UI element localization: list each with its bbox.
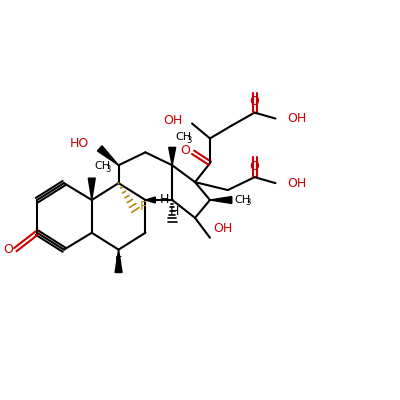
Text: F: F	[140, 200, 147, 214]
Text: OH: OH	[213, 222, 232, 235]
Text: H: H	[170, 206, 179, 218]
Text: CH: CH	[235, 195, 251, 205]
Text: CH: CH	[175, 132, 191, 142]
Text: F: F	[115, 255, 122, 268]
Polygon shape	[145, 197, 155, 203]
Polygon shape	[97, 146, 118, 165]
Polygon shape	[169, 147, 176, 165]
Text: OH: OH	[287, 112, 307, 125]
Polygon shape	[210, 196, 232, 204]
Text: CH: CH	[95, 161, 111, 171]
Text: OH: OH	[163, 114, 182, 127]
Polygon shape	[88, 178, 95, 200]
Text: HO: HO	[70, 137, 90, 150]
Text: O: O	[250, 160, 260, 173]
Text: O: O	[180, 144, 190, 157]
Text: OH: OH	[287, 177, 307, 190]
Text: O: O	[250, 95, 260, 108]
Text: 3: 3	[106, 165, 111, 174]
Text: O: O	[4, 243, 13, 256]
Text: 3: 3	[246, 198, 251, 208]
Text: H: H	[160, 194, 169, 206]
Text: 3: 3	[186, 136, 192, 145]
Polygon shape	[115, 250, 122, 272]
